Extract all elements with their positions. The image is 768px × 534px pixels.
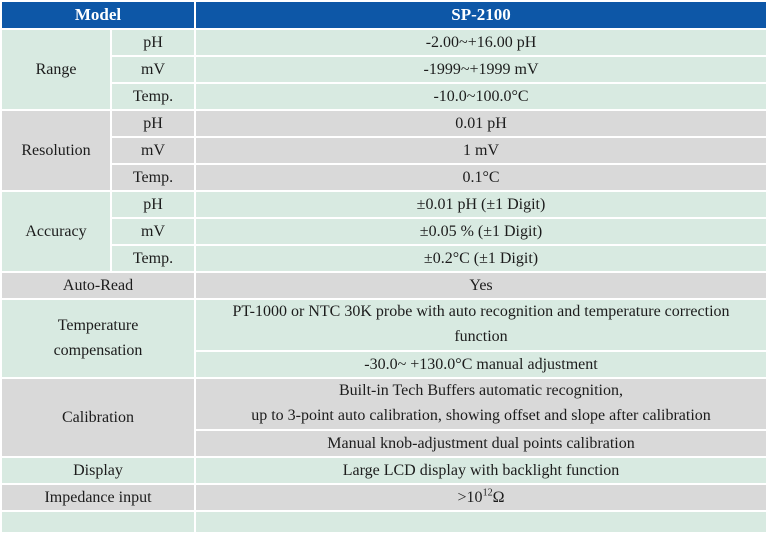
accuracy-mv-row: mV ±0.05 % (±1 Digit) — [2, 219, 766, 244]
resolution-temp-value-cell: 0.1°C — [196, 165, 766, 190]
range-ph-value-cell: -2.00~+16.00 pH — [196, 30, 766, 55]
resolution-ph-row: Resolution pH 0.01 pH — [2, 111, 766, 190]
temp-compensation-value-2-cell: -30.0~ +130.0°C manual adjustment — [196, 352, 766, 377]
temp-compensation-row-2: -30.0~ +130.0°C manual adjustment — [2, 352, 766, 377]
temp-compensation-row-1: Temperature compensation PT-1000 or NTC … — [2, 300, 766, 377]
display-value-cell: Large LCD display with backlight functio… — [196, 458, 766, 483]
resolution-ph-param-cell: pH — [112, 111, 194, 136]
impedance-row: Impedance input >1012Ω — [2, 485, 766, 510]
resolution-mv-value-cell: 1 mV — [196, 138, 766, 163]
clipped-next-row-label-cell — [2, 512, 194, 532]
accuracy-temp-value-cell: ±0.2°C (±1 Digit) — [196, 246, 766, 271]
display-row: Display Large LCD display with backlight… — [2, 458, 766, 483]
range-temp-value-cell: -10.0~100.0°C — [196, 84, 766, 109]
clipped-next-row — [2, 512, 766, 532]
accuracy-temp-param-cell: Temp. — [112, 246, 194, 271]
accuracy-ph-param-cell: pH — [112, 192, 194, 217]
range-temp-param-cell: Temp. — [112, 84, 194, 109]
accuracy-ph-row: Accuracy pH ±0.01 pH (±1 Digit) — [2, 192, 766, 271]
impedance-value-cell: >1012Ω — [196, 485, 766, 510]
calibration-row-2: Manual knob-adjustment dual points calib… — [2, 431, 766, 456]
header-row: Model SP-2100 — [2, 2, 766, 28]
accuracy-ph-value-cell: ±0.01 pH (±1 Digit) — [196, 192, 766, 217]
range-mv-row: mV -1999~+1999 mV — [2, 57, 766, 82]
range-ph-param-cell: pH — [112, 30, 194, 55]
auto-read-value-cell: Yes — [196, 273, 766, 298]
display-label-cell: Display — [2, 458, 194, 483]
resolution-temp-param-cell: Temp. — [112, 165, 194, 190]
calibration-value-1-cell: Built-in Tech Buffers automatic recognit… — [196, 379, 766, 429]
impedance-value-unit: Ω — [492, 488, 505, 506]
calibration-label-cell: Calibration — [2, 379, 194, 456]
accuracy-label-cell: Accuracy — [2, 192, 110, 271]
auto-read-label-cell: Auto-Read — [2, 273, 194, 298]
accuracy-temp-row: Temp. ±0.2°C (±1 Digit) — [2, 246, 766, 271]
temp-compensation-label-cell: Temperature compensation — [2, 300, 194, 377]
calibration-row-1: Calibration Built-in Tech Buffers automa… — [2, 379, 766, 456]
resolution-label-cell: Resolution — [2, 111, 110, 190]
resolution-ph-value-cell: 0.01 pH — [196, 111, 766, 136]
range-mv-param-cell: mV — [112, 57, 194, 82]
resolution-mv-row: mV 1 mV — [2, 138, 766, 163]
range-mv-value-cell: -1999~+1999 mV — [196, 57, 766, 82]
accuracy-mv-value-cell: ±0.05 % (±1 Digit) — [196, 219, 766, 244]
resolution-mv-param-cell: mV — [112, 138, 194, 163]
model-value-cell: SP-2100 — [196, 2, 766, 28]
accuracy-mv-param-cell: mV — [112, 219, 194, 244]
auto-read-row: Auto-Read Yes — [2, 273, 766, 298]
impedance-value-exponent: 12 — [482, 487, 493, 499]
calibration-value-2-cell: Manual knob-adjustment dual points calib… — [196, 431, 766, 456]
model-header-cell: Model — [2, 2, 194, 28]
temp-compensation-value-1-cell: PT-1000 or NTC 30K probe with auto recog… — [196, 300, 766, 350]
range-temp-row: Temp. -10.0~100.0°C — [2, 84, 766, 109]
resolution-temp-row: Temp. 0.1°C — [2, 165, 766, 190]
impedance-label-cell: Impedance input — [2, 485, 194, 510]
range-label-cell: Range — [2, 30, 110, 109]
range-ph-row: Range pH -2.00~+16.00 pH — [2, 30, 766, 109]
clipped-next-row-value-cell — [196, 512, 766, 532]
impedance-value-base: >10 — [457, 488, 483, 506]
